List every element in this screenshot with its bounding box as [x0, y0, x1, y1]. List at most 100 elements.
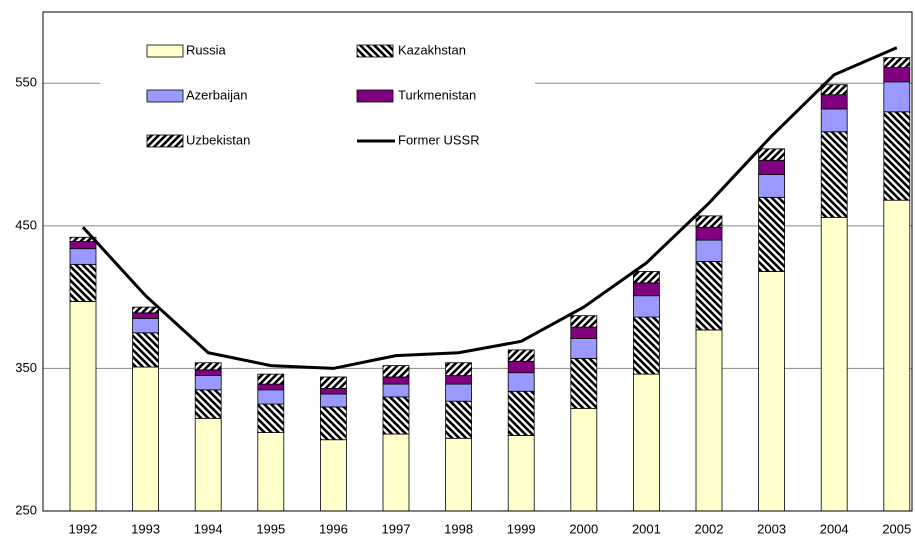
bar-segment — [570, 315, 598, 328]
bar-segment — [758, 159, 785, 175]
legend-swatch — [146, 44, 184, 58]
plot-area — [69, 46, 911, 511]
x-tick-label: 2005 — [882, 521, 911, 536]
x-tick-label: 1995 — [256, 521, 285, 536]
bar-segment — [257, 383, 285, 391]
bar-segment — [257, 403, 285, 433]
bar-segment — [758, 196, 785, 272]
bar-segment — [132, 306, 160, 314]
bar-segment — [695, 329, 723, 511]
legend-swatch — [356, 44, 394, 58]
bar-segment — [820, 131, 848, 218]
legend-label: Former USSR — [398, 132, 480, 147]
bar-segment — [570, 326, 598, 339]
y-tick-label: 250 — [15, 502, 37, 517]
bar-segment — [570, 358, 598, 409]
bar-segment — [319, 406, 347, 441]
y-tick-label: 350 — [15, 360, 37, 375]
bar-segment — [132, 312, 160, 319]
plot-frame — [42, 11, 913, 512]
bar-segment — [820, 216, 848, 511]
legend-swatch — [146, 134, 184, 148]
bar-segment — [633, 295, 660, 318]
legend-swatch — [146, 89, 184, 103]
bar-segment — [319, 376, 347, 389]
bar-segment — [69, 263, 97, 302]
bar-segment — [445, 400, 473, 439]
bar-segment — [570, 338, 598, 359]
x-tick-label: 1997 — [382, 521, 411, 536]
bar-segment — [883, 67, 911, 83]
y-tick-label: 450 — [15, 217, 37, 232]
bar-segment — [69, 241, 97, 250]
bar-segment — [633, 282, 660, 297]
legend-label: Uzbekistan — [186, 132, 250, 147]
bar-segment — [507, 372, 535, 392]
legend-label: Kazakhstan — [398, 42, 466, 57]
bar-segment — [319, 393, 347, 408]
bar-segment — [820, 94, 848, 110]
bar-segment — [257, 389, 285, 405]
bar-segment — [883, 81, 911, 113]
bar-segment — [257, 432, 285, 511]
bar-segment — [758, 174, 785, 198]
bar-segment — [445, 375, 473, 385]
bar-segment — [695, 261, 723, 331]
x-tick-label: 2004 — [820, 521, 849, 536]
bar-segment — [132, 318, 160, 334]
bar-segment — [194, 362, 222, 371]
bar-segment — [445, 437, 473, 511]
bar-segment — [445, 362, 473, 376]
bar-segment — [382, 376, 410, 385]
legend-swatch — [356, 89, 394, 103]
bar-segment — [883, 57, 911, 69]
bar-segment — [132, 332, 160, 368]
bar-segment — [507, 349, 535, 362]
bar-segment — [319, 439, 347, 511]
bar-segment — [194, 375, 222, 391]
bar-segment — [382, 433, 410, 511]
legend-label: Turkmenistan — [398, 87, 476, 102]
bar-segment — [445, 383, 473, 402]
bar-segment — [883, 111, 911, 201]
bar-segment — [633, 373, 660, 511]
bar-segment — [257, 373, 285, 385]
bar-segment — [382, 396, 410, 435]
bar-segment — [382, 383, 410, 398]
bar-segment — [382, 365, 410, 378]
x-tick-label: 2002 — [695, 521, 724, 536]
x-tick-label: 1993 — [131, 521, 160, 536]
x-tick-label: 1996 — [319, 521, 348, 536]
bar-segment — [132, 366, 160, 511]
bar-segment — [507, 435, 535, 511]
x-tick-label: 1998 — [444, 521, 473, 536]
bar-segment — [633, 316, 660, 375]
bar-segment — [820, 84, 848, 96]
bar-segment — [507, 390, 535, 436]
bar-segment — [507, 360, 535, 374]
x-tick-label: 1992 — [69, 521, 98, 536]
bar-segment — [695, 239, 723, 262]
y-tick-label: 550 — [15, 75, 37, 90]
x-tick-label: 2003 — [757, 521, 786, 536]
bar-segment — [319, 387, 347, 395]
x-tick-label: 2001 — [632, 521, 661, 536]
bar-segment — [695, 226, 723, 241]
x-tick-label: 1999 — [507, 521, 536, 536]
bar-segment — [69, 301, 97, 511]
bar-segment — [695, 215, 723, 228]
bar-segment — [820, 108, 848, 133]
line — [81, 46, 898, 370]
bar-segment — [758, 271, 785, 511]
bar-segment — [758, 148, 785, 161]
x-tick-label: 1994 — [194, 521, 223, 536]
bar-segment — [194, 389, 222, 419]
bar-segment — [883, 199, 911, 511]
bar-segment — [633, 271, 660, 284]
bar-segment — [570, 407, 598, 511]
bar-segment — [194, 369, 222, 376]
bar-segment — [69, 248, 97, 265]
bar-segment — [194, 417, 222, 511]
legend-label: Russia — [186, 42, 227, 57]
